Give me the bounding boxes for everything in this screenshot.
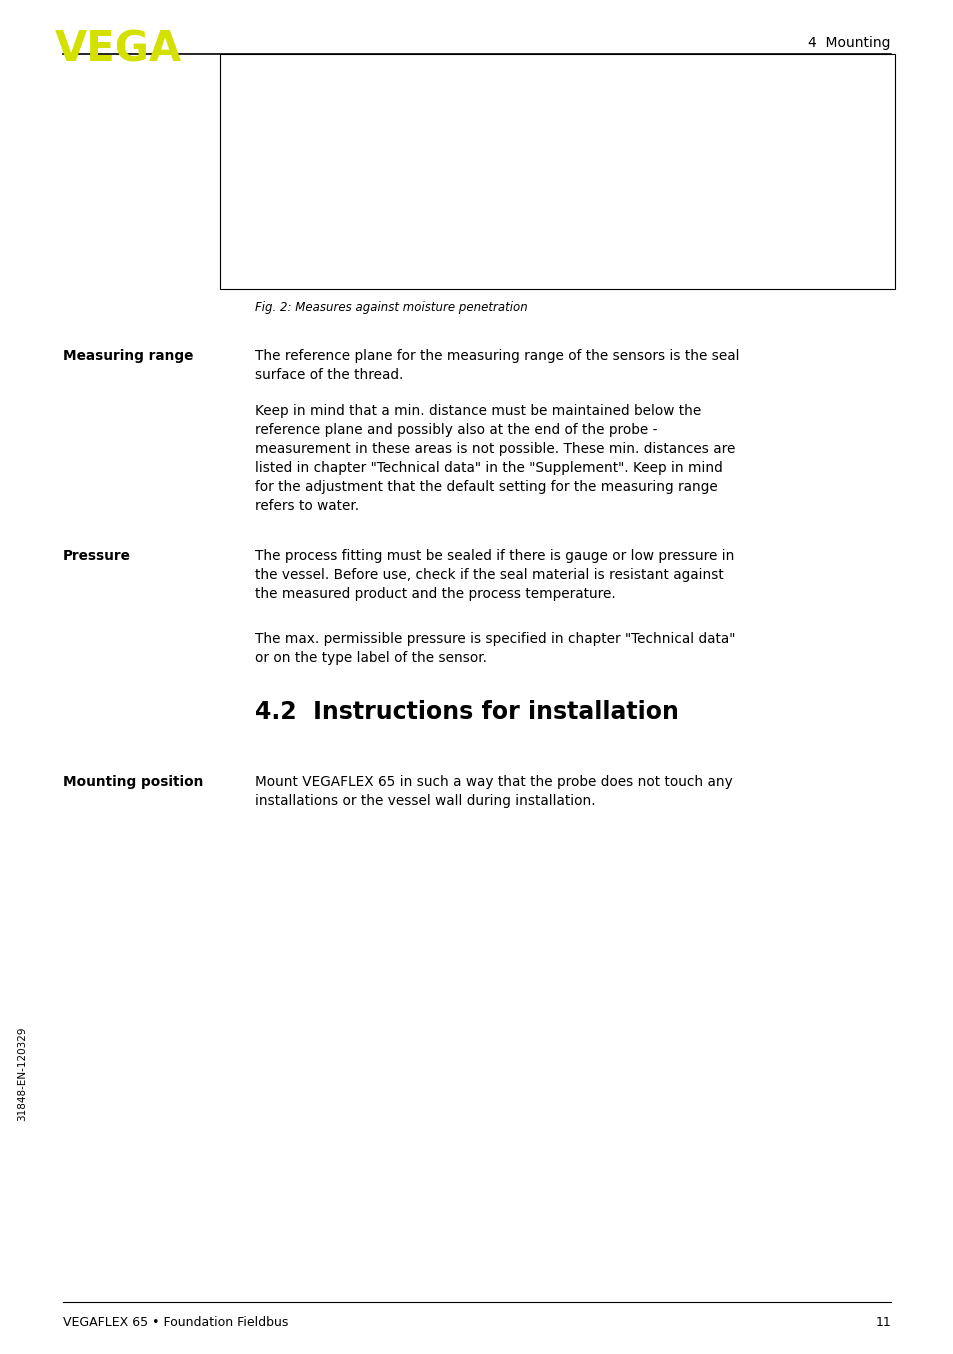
Text: Mount VEGAFLEX 65 in such a way that the probe does not touch any
installations : Mount VEGAFLEX 65 in such a way that the… (254, 774, 732, 808)
Bar (220, 54, 894, 288)
Text: VEGA: VEGA (55, 28, 182, 70)
Text: Pressure: Pressure (63, 548, 131, 563)
Text: 31848-EN-120329: 31848-EN-120329 (17, 1026, 27, 1121)
Text: 11: 11 (874, 1316, 890, 1330)
Text: The max. permissible pressure is specified in chapter "Technical data"
or on the: The max. permissible pressure is specifi… (254, 632, 735, 665)
Text: Fig. 2: Measures against moisture penetration: Fig. 2: Measures against moisture penetr… (254, 301, 527, 314)
Text: VEGAFLEX 65 • Foundation Fieldbus: VEGAFLEX 65 • Foundation Fieldbus (63, 1316, 288, 1330)
Text: The process fitting must be sealed if there is gauge or low pressure in
the vess: The process fitting must be sealed if th… (254, 548, 734, 601)
Text: 4.2  Instructions for installation: 4.2 Instructions for installation (254, 700, 679, 724)
Text: The reference plane for the measuring range of the sensors is the seal
surface o: The reference plane for the measuring ra… (254, 349, 739, 382)
Text: 4  Mounting: 4 Mounting (807, 37, 890, 50)
Text: Measuring range: Measuring range (63, 349, 193, 363)
Text: Keep in mind that a min. distance must be maintained below the
reference plane a: Keep in mind that a min. distance must b… (254, 403, 735, 513)
Text: Mounting position: Mounting position (63, 774, 203, 789)
